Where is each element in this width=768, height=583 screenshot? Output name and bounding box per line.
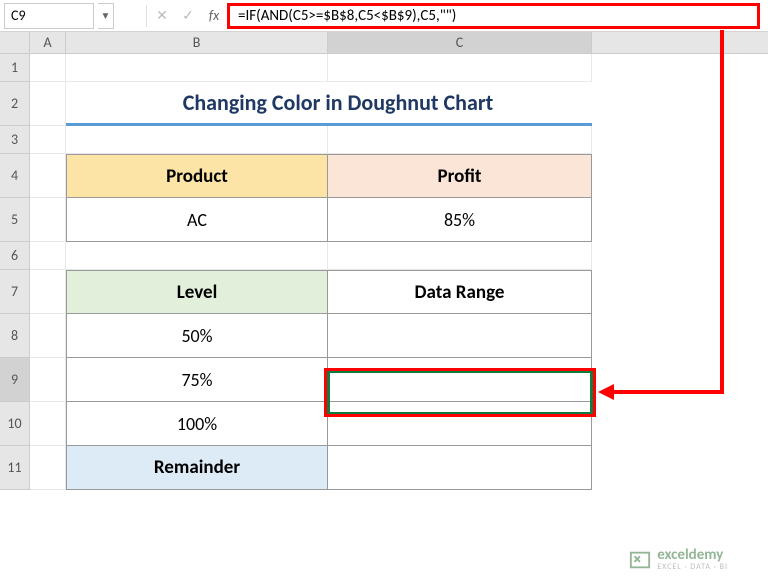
row-header-9[interactable]: 9 [0,358,30,402]
row-header-2[interactable]: 2 [0,82,30,126]
watermark-icon [629,549,651,571]
cancel-icon[interactable]: ✕ [149,3,175,29]
name-box-dropdown[interactable]: ▼ [98,3,114,29]
cell[interactable] [66,54,328,82]
name-box[interactable]: C9 [4,3,94,29]
separator [146,5,147,27]
cell[interactable] [328,242,592,270]
row-header-8[interactable]: 8 [0,314,30,358]
range-75[interactable] [328,358,592,402]
header-profit[interactable]: Profit [328,154,592,198]
arrow-head-icon [598,384,614,400]
cell[interactable] [30,54,66,82]
cell[interactable] [66,242,328,270]
watermark: exceldemy EXCEL · DATA · BI [629,548,728,571]
header-range[interactable]: Data Range [328,270,592,314]
profit-value[interactable]: 85% [328,198,592,242]
cell[interactable] [30,402,66,446]
row-header-4[interactable]: 4 [0,154,30,198]
range-100[interactable] [328,402,592,446]
cell[interactable] [66,126,328,154]
cell[interactable] [328,126,592,154]
level-75[interactable]: 75% [66,358,328,402]
cell[interactable] [328,54,592,82]
row-header-10[interactable]: 10 [0,402,30,446]
cell[interactable] [30,198,66,242]
row-header-11[interactable]: 11 [0,446,30,490]
level-100[interactable]: 100% [66,402,328,446]
title-cell[interactable]: Changing Color in Doughnut Chart [328,82,592,126]
cell[interactable] [30,126,66,154]
col-header-a[interactable]: A [30,32,66,53]
header-level[interactable]: Level [66,270,328,314]
watermark-name: exceldemy [657,548,728,563]
col-header-b[interactable]: B [66,32,328,53]
column-headers: A B C [0,32,768,54]
select-all-corner[interactable] [0,32,30,53]
cell[interactable] [30,242,66,270]
level-50[interactable]: 50% [66,314,328,358]
cell[interactable] [30,82,66,126]
range-remainder[interactable] [328,446,592,490]
page-title: Changing Color in Doughnut Chart [88,89,588,116]
cell[interactable] [30,358,66,402]
cell[interactable] [30,446,66,490]
row-header-3[interactable]: 3 [0,126,30,154]
row-header-5[interactable]: 5 [0,198,30,242]
row-header-1[interactable]: 1 [0,54,30,82]
enter-icon[interactable]: ✓ [175,3,201,29]
row-header-6[interactable]: 6 [0,242,30,270]
fx-icon[interactable]: fx [201,3,227,29]
formula-input[interactable]: =IF(AND(C5>=$B$8,C5<$B$9),C5,"") [227,3,760,29]
watermark-sub: EXCEL · DATA · BI [657,563,728,571]
spreadsheet-grid: A B C 1 2 Changing Color in Doughnut Cha… [0,32,768,490]
col-header-c[interactable]: C [328,32,592,53]
arrow-horizontal [612,390,724,394]
arrow-vertical [720,30,724,392]
cell[interactable] [30,314,66,358]
formula-bar: C9 ▼ ✕ ✓ fx =IF(AND(C5>=$B$8,C5<$B$9),C5… [0,0,768,32]
header-product[interactable]: Product [66,154,328,198]
product-value[interactable]: AC [66,198,328,242]
range-50[interactable] [328,314,592,358]
level-remainder[interactable]: Remainder [66,446,328,490]
cell[interactable] [30,270,66,314]
cell[interactable] [30,154,66,198]
row-header-7[interactable]: 7 [0,270,30,314]
